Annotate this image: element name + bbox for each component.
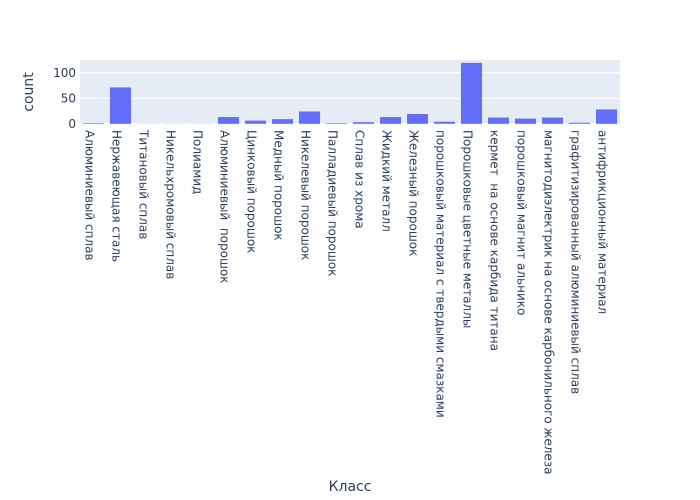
plot-background bbox=[80, 60, 620, 124]
bar bbox=[379, 116, 402, 125]
bar bbox=[163, 123, 186, 125]
x-tick-label: Палладиевый порошок bbox=[326, 130, 340, 276]
bar bbox=[298, 110, 321, 125]
x-axis-title: Класс bbox=[329, 479, 372, 495]
bar bbox=[109, 86, 132, 125]
x-tick-label: Жидкий металл bbox=[380, 130, 394, 232]
x-tick-label: Никелевый порошок bbox=[299, 130, 313, 260]
bar bbox=[433, 121, 456, 125]
x-tick-label: магнитодиэлектрик на основе карбонильног… bbox=[542, 130, 556, 475]
bar bbox=[271, 118, 294, 125]
bar bbox=[325, 122, 348, 125]
x-tick-label: порошковый материал с твердыми смазками bbox=[434, 130, 448, 418]
x-tick-label: графитизированный алюминиевый сплав bbox=[569, 130, 583, 394]
y-tick-label: 50 bbox=[61, 91, 76, 105]
x-tick-label: Полиамид bbox=[191, 130, 205, 194]
bar bbox=[244, 120, 267, 125]
bar bbox=[82, 122, 105, 125]
bar bbox=[595, 108, 618, 125]
y-tick-labels: 0 50 100 bbox=[53, 66, 76, 131]
x-tick-label: Никельхромовый сплав bbox=[164, 130, 178, 279]
bar bbox=[568, 122, 591, 125]
x-tick-label: Железный порошок bbox=[407, 130, 421, 256]
x-tick-label: Титановый сплав bbox=[137, 129, 151, 239]
x-tick-label: кермет на основе карбида титана bbox=[488, 130, 502, 351]
bar bbox=[190, 123, 213, 125]
bars bbox=[82, 62, 618, 125]
bar bbox=[352, 121, 375, 125]
x-tick-label: Алюминиевый порошок bbox=[218, 130, 232, 284]
bar bbox=[514, 118, 537, 125]
bar bbox=[136, 123, 159, 125]
x-tick-label: Нержавеющая сталь bbox=[110, 130, 124, 262]
x-tick-label: Алюминиевый сплав bbox=[83, 130, 97, 261]
x-tick-label: Порошковые цветные металлы bbox=[461, 130, 475, 328]
x-tick-labels: Алюминиевый сплав Нержавеющая сталь Титано… bbox=[83, 129, 610, 475]
y-tick-label: 0 bbox=[68, 117, 76, 131]
x-tick-label: порошковый магнит альнико bbox=[515, 130, 529, 315]
x-tick-label: Цинковый порошок bbox=[245, 130, 259, 253]
y-tick-label: 100 bbox=[53, 66, 76, 80]
bar bbox=[406, 113, 429, 125]
x-tick-label: Сплав из хрома bbox=[353, 130, 367, 229]
x-tick-label: антифрикционный материал bbox=[596, 130, 610, 314]
bar bbox=[487, 117, 510, 125]
bar bbox=[217, 116, 240, 125]
bar bbox=[460, 62, 483, 125]
y-axis-title: count bbox=[21, 72, 37, 112]
x-tick-label: Медный порошок bbox=[272, 130, 286, 241]
bar bbox=[541, 117, 564, 125]
